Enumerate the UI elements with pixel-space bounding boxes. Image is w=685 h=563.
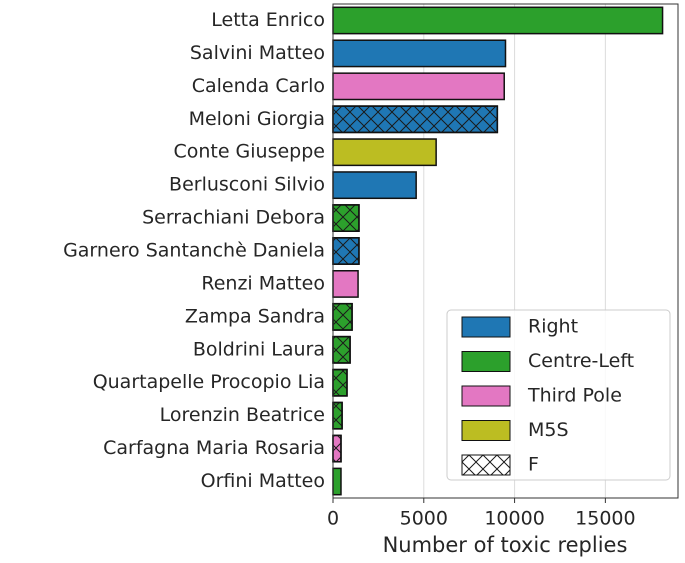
bar-hatch [332,105,499,134]
x-tick-label: 0 [327,508,339,530]
legend-label: M5S [528,419,569,441]
legend-swatch [461,351,511,372]
bar-hatch [332,401,343,430]
y-tick-label: Salvini Matteo [190,42,325,64]
y-tick-label: Serrachiani Debora [142,207,325,229]
y-tick-label: Boldrini Laura [193,338,325,360]
x-axis-label: Number of toxic replies [383,533,628,557]
y-tick-label: Quartapelle Procopio Lia [93,371,325,393]
x-tick-label: 5000 [400,508,448,530]
bar [332,138,437,167]
legend: Right Centre-Left Third Pole M5S F [446,309,671,481]
plot-frame [332,3,679,499]
bar [332,467,342,496]
y-tick-label: Carfagna Maria Rosaria [103,437,325,459]
y-tick-label: Meloni Giorgia [189,108,325,130]
x-tick-label: 10000 [484,508,544,530]
legend-label: Third Pole [527,385,622,407]
legend-hatch [461,454,511,476]
bar-hatch [332,368,348,397]
legend-label: F [528,454,539,476]
legend-swatch [461,316,511,338]
y-tick-label: Garnero Santanchè Daniela [63,240,325,262]
y-tick-label: Zampa Sandra [185,305,325,327]
x-tick-label: 15000 [575,508,635,530]
bar [332,270,359,298]
bar-hatch [332,434,342,463]
y-tick-label: Calenda Carlo [192,75,325,97]
y-tick-label: Letta Enrico [211,9,325,31]
bar [332,6,664,35]
y-tick-label: Conte Giuseppe [173,141,325,163]
legend-label: Centre-Left [528,350,634,372]
legend-swatch [461,420,511,441]
bar-hatch [332,204,360,232]
bar-hatch [332,302,353,331]
y-tick-label: Renzi Matteo [201,272,325,294]
bar [332,72,505,101]
bar [332,171,417,200]
legend-label: Right [528,316,578,338]
legend-swatch [461,385,511,407]
y-tick-label: Lorenzin Beatrice [160,404,325,426]
bar-hatch [332,237,360,265]
y-tick-label: Orfini Matteo [201,470,325,492]
y-tick-label: Berlusconi Silvio [169,174,325,196]
bar [332,39,507,68]
bar-hatch [332,335,351,364]
